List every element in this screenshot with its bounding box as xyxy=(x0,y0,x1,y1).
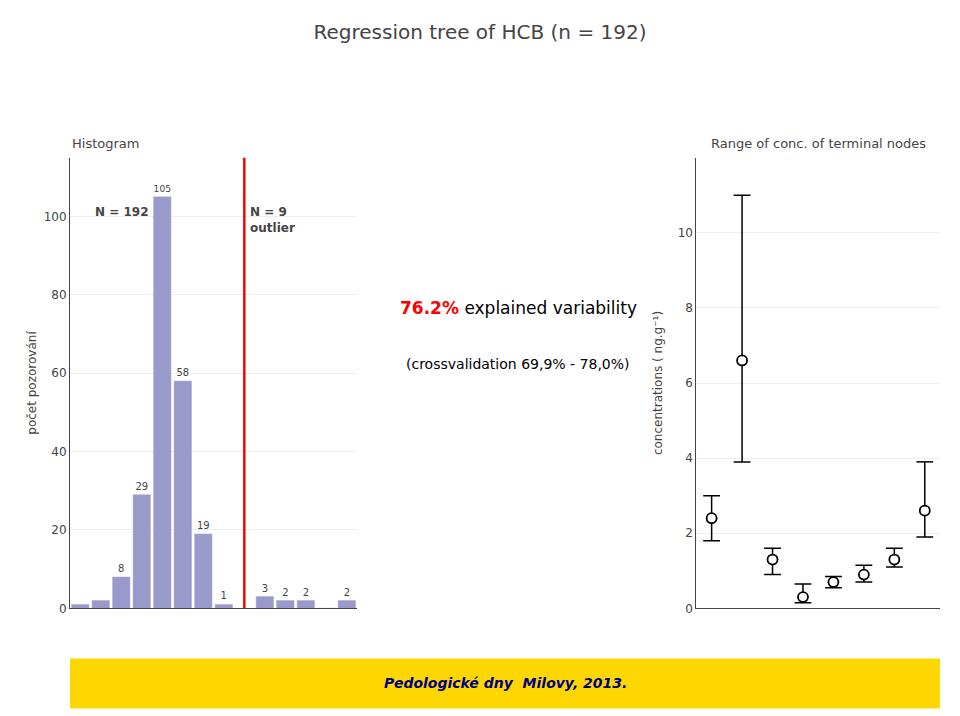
svg-text:105: 105 xyxy=(154,184,171,194)
svg-text:1: 1 xyxy=(221,590,227,601)
svg-text:76.2% explained variability: 76.2% explained variability xyxy=(400,298,637,318)
svg-text:0: 0 xyxy=(685,602,693,616)
svg-text:4: 4 xyxy=(685,451,693,465)
svg-text:(crossvalidation 69,9% - 78,0%: (crossvalidation 69,9% - 78,0%) xyxy=(406,356,630,372)
svg-text:8: 8 xyxy=(118,563,124,574)
svg-text:3: 3 xyxy=(262,583,268,594)
svg-text:6: 6 xyxy=(685,376,693,390)
svg-text:60: 60 xyxy=(51,366,66,380)
svg-text:Histogram: Histogram xyxy=(72,136,139,151)
svg-text:40: 40 xyxy=(51,445,66,459)
svg-text:58: 58 xyxy=(176,367,189,378)
svg-text:počet pozorování: počet pozorování xyxy=(25,331,39,435)
svg-text:Pedologické dny Milovy, 2013.: Pedologické dny Milovy, 2013. xyxy=(384,675,627,691)
svg-text:concentrations ( ng.g⁻¹): concentrations ( ng.g⁻¹) xyxy=(651,311,665,455)
svg-text:N = 192: N = 192 xyxy=(95,205,149,219)
svg-text:19: 19 xyxy=(197,520,210,531)
svg-text:Range of conc. of terminal nod: Range of conc. of terminal nodes xyxy=(711,136,926,151)
svg-text:20: 20 xyxy=(51,523,66,537)
svg-text:2: 2 xyxy=(685,526,693,540)
svg-text:2: 2 xyxy=(344,587,350,598)
svg-text:29: 29 xyxy=(135,481,148,492)
svg-text:10: 10 xyxy=(678,226,693,240)
svg-text:80: 80 xyxy=(51,288,66,302)
svg-text:100: 100 xyxy=(44,210,67,224)
svg-text:0: 0 xyxy=(59,602,67,616)
svg-text:2: 2 xyxy=(282,587,288,598)
svg-text:Regression tree of HCB (n = 19: Regression tree of HCB (n = 192) xyxy=(314,20,647,44)
svg-text:N = 9outlier: N = 9outlier xyxy=(250,205,295,235)
svg-text:2: 2 xyxy=(303,587,309,598)
svg-text:8: 8 xyxy=(685,301,693,315)
